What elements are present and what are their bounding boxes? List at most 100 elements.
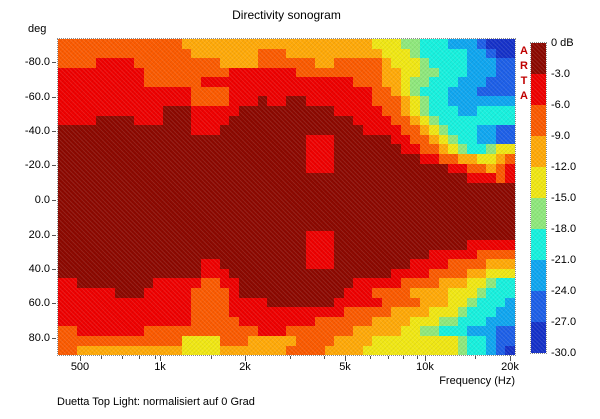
heatmap-run-band-3 [486,259,515,269]
heatmap-run-band-2 [219,335,249,346]
heatmap-run-band-2 [191,316,239,327]
heatmap-run-band-6 [467,144,487,154]
heatmap-run-band-1 [238,316,316,327]
x-tick-label: 2k [239,361,251,373]
heatmap-run-band-4 [181,335,220,346]
y-tick [52,97,56,98]
heatmap-run-band-0 [58,163,306,174]
heatmap-run-band-2 [58,48,192,59]
heatmap-run-band-4 [448,144,458,154]
heatmap-run-band-1 [448,163,468,174]
heatmap-run-band-1 [143,288,192,298]
heatmap-run-band-1 [305,144,335,154]
heatmap-run-band-6 [419,86,449,97]
heatmap-run-band-3 [429,134,439,145]
heatmap-run-band-2 [343,307,392,317]
heatmap-run-band-1 [305,240,335,250]
heatmap-run-band-4 [372,39,401,49]
heatmap-run-band-1 [58,307,192,317]
heatmap-run-band-3 [248,335,296,346]
heatmap-run-band-1 [305,153,335,164]
heatmap-row [58,316,515,327]
heatmap-run-band-1 [305,259,335,269]
heatmap-run-band-6 [476,106,515,116]
heatmap-run-band-7 [467,58,496,68]
colorbar-label: -27.0 [551,316,577,328]
heatmap-run-band-4 [372,335,458,346]
y-tick [52,200,56,201]
heatmap-run-band-8 [495,345,506,356]
heatmap-run-band-4 [429,125,439,135]
heatmap-run-band-2 [467,163,487,174]
heatmap-run-band-0 [58,268,201,279]
heatmap-run-band-2 [495,173,506,183]
heatmap-run-band-2 [372,86,392,97]
heatmap-run-band-3 [77,345,182,356]
heatmap-run-band-1 [429,249,477,260]
heatmap-run-band-1 [58,106,163,116]
heatmap-run-band-3 [438,144,449,154]
heatmap-run-band-5 [457,144,468,154]
heatmap-run-band-3 [495,153,506,164]
heatmap-run-band-1 [305,96,373,107]
heatmap-run-band-2 [353,77,382,87]
heatmap-run-band-0 [58,240,306,250]
x-minor-tick [475,356,476,359]
heatmap-run-band-0 [334,144,401,154]
heatmap-run-band-3 [315,58,335,68]
heatmap-run-band-2 [400,278,439,289]
x-minor-tick [370,356,371,359]
heatmap-run-band-1 [58,96,192,107]
x-tick-label: 5k [339,361,351,373]
x-minor-tick [417,356,418,359]
colorbar-band-4 [531,167,546,198]
heatmap-row [58,240,515,250]
y-tick-label: 80.0 [28,332,50,344]
heatmap-run-band-7 [467,326,496,336]
heatmap-row [58,278,515,289]
heatmap-run-band-5 [419,58,430,68]
heatmap-run-band-1 [267,96,287,107]
heatmap-run-band-8 [476,86,515,97]
colorbar-label: -15.0 [551,192,577,204]
heatmap-row [58,192,515,202]
heatmap-row [58,96,515,107]
y-tick-label: -20.0 [24,159,50,171]
heatmap-run-band-3 [381,58,392,68]
heatmap-run-band-1 [229,307,344,317]
heatmap-run-band-5 [419,106,430,116]
heatmap-run-band-7 [495,307,515,317]
heatmap-run-band-1 [58,77,144,87]
heatmap-run-band-4 [495,144,515,154]
heatmap-run-band-0 [334,134,392,145]
heatmap-row [58,182,515,193]
heatmap-row [58,326,515,336]
heatmap-run-band-2 [191,297,230,308]
x-minor-tick [290,356,291,359]
heatmap-run-band-3 [381,67,401,78]
y-tick [52,131,56,132]
heatmap-run-band-7 [486,316,515,327]
measurement-caption: Duetta Top Light: normalisiert auf 0 Gra… [57,396,255,408]
heatmap-run-band-7 [476,125,496,135]
colorbar-label: -21.0 [551,254,577,266]
heatmap-run-band-0 [334,249,430,260]
heatmap-run-band-4 [467,278,487,289]
heatmap-run-band-1 [353,115,392,126]
heatmap-row [58,163,515,174]
heatmap-run-band-2 [143,77,201,87]
heatmap-row [58,259,515,269]
heatmap-run-band-0 [58,201,515,212]
colorbar-bands [531,43,546,353]
heatmap-run-band-0 [58,125,192,135]
x-minor-tick [403,356,404,359]
heatmap-run-band-1 [200,268,230,279]
colorbar-band-2 [531,105,546,136]
heatmap-run-band-4 [400,326,420,336]
heatmap-run-band-1 [229,96,258,107]
heatmap-run-band-1 [200,259,220,269]
x-tick-label: 10k [416,361,434,373]
heatmap-run-band-5 [410,48,420,59]
heatmap-run-band-1 [58,316,192,327]
heatmap-run-band-3 [286,48,382,59]
